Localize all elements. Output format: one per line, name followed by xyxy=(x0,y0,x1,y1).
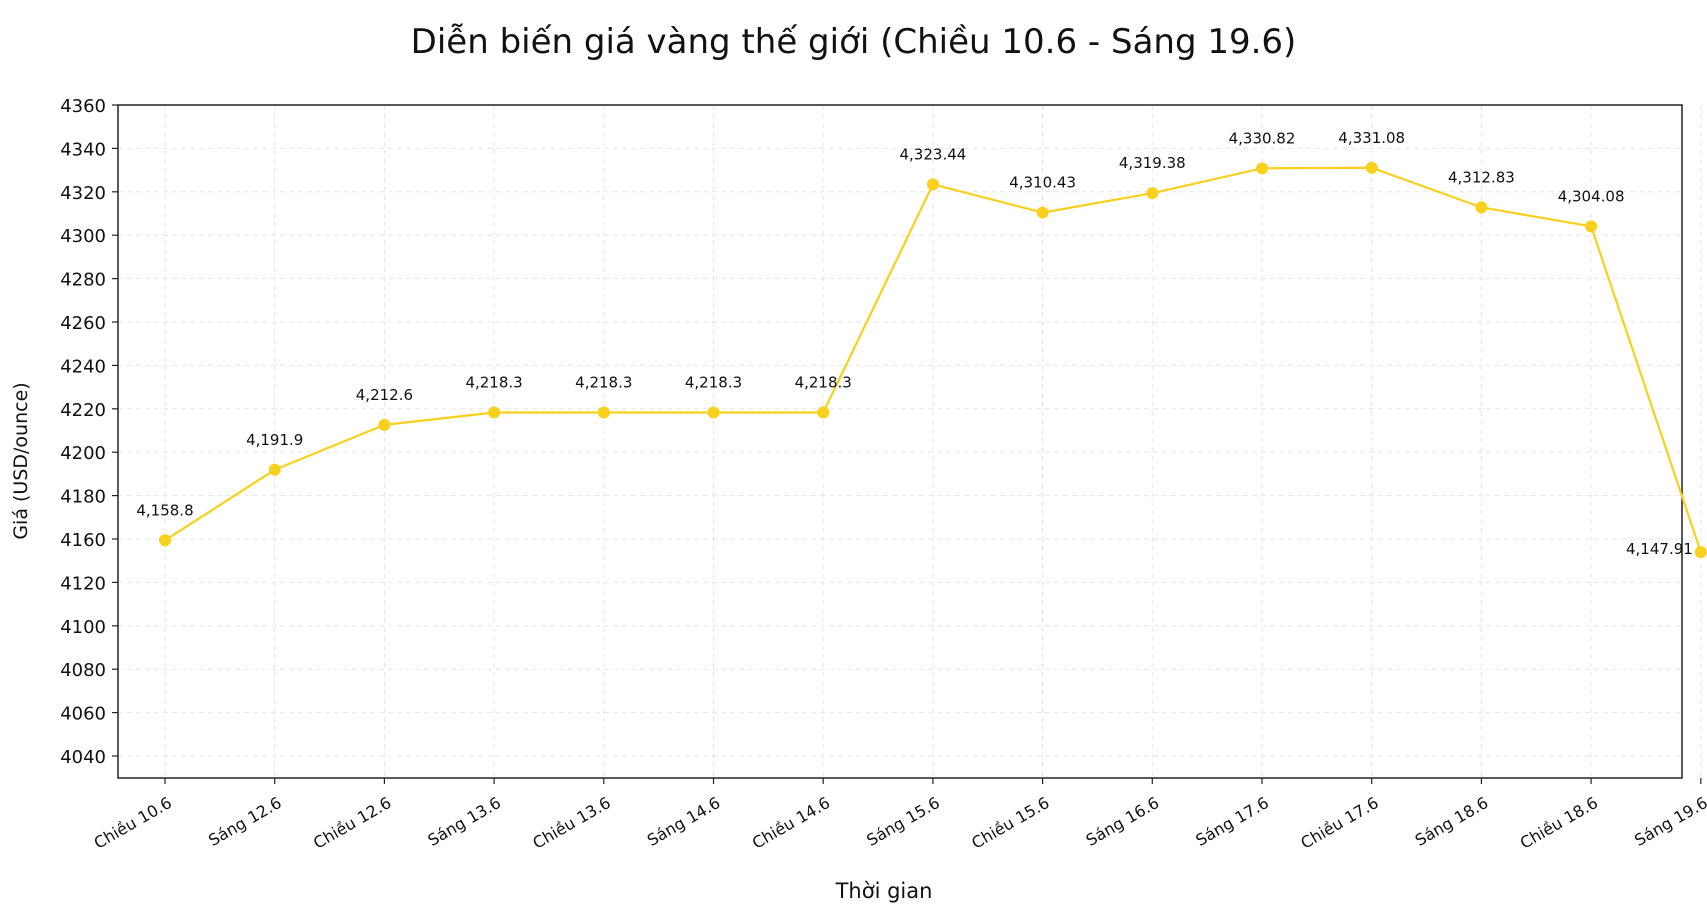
data-point xyxy=(1475,201,1488,214)
x-tick-label: Sáng 18.6 xyxy=(1412,793,1492,850)
x-tick-label: Sáng 12.6 xyxy=(205,793,285,850)
y-tick-label: 4260 xyxy=(60,313,106,334)
data-label: 4,218.3 xyxy=(465,373,522,391)
data-point xyxy=(1036,206,1049,219)
data-points xyxy=(159,161,1707,559)
data-point xyxy=(926,178,939,191)
x-tick-label: Chiều 17.6 xyxy=(1297,793,1381,853)
y-tick-label: 4340 xyxy=(60,139,106,160)
y-tick-label: 4360 xyxy=(60,96,106,117)
y-tick-label: 4180 xyxy=(60,487,106,508)
x-tick-label: Sáng 19.6 xyxy=(1631,793,1707,850)
data-label: 4,304.08 xyxy=(1558,187,1625,205)
data-point xyxy=(159,534,171,547)
data-point xyxy=(1585,220,1598,233)
data-point xyxy=(707,406,720,419)
data-label: 4,147.91 xyxy=(1626,540,1693,558)
x-axis-ticks: Chiều 10.6 Sáng 12.6 Chiều 12.6 Sáng 13.6 Ch… xyxy=(91,778,1707,853)
data-label: 4,330.82 xyxy=(1229,129,1296,147)
y-tick-label: 4120 xyxy=(60,573,106,594)
data-label: 4,310.43 xyxy=(1009,174,1076,192)
y-tick-label: 4280 xyxy=(60,270,106,291)
data-point xyxy=(378,418,391,431)
x-axis-title: Thời gian xyxy=(835,879,933,903)
y-tick-label: 4320 xyxy=(60,183,106,204)
data-point xyxy=(597,406,610,419)
data-labels: 4,158.8 4,191.9 4,212.6 4,218.3 4,218.3 4,218… xyxy=(136,129,1692,558)
data-point xyxy=(817,406,830,419)
y-tick-label: 4080 xyxy=(60,660,106,681)
y-tick-label: 4220 xyxy=(60,400,106,421)
x-tick-label: Chiều 15.6 xyxy=(968,793,1052,853)
x-tick-label: Sáng 17.6 xyxy=(1192,793,1272,850)
data-label: 4,158.8 xyxy=(136,501,193,519)
data-point xyxy=(1256,162,1268,175)
data-label: 4,312.83 xyxy=(1448,168,1515,186)
grid-lines xyxy=(118,104,1702,778)
x-tick-label: Chiều 10.6 xyxy=(91,793,175,853)
x-tick-label: Chiều 14.6 xyxy=(749,793,833,853)
chart-title: Diễn biến giá vàng thế giới (Chiều 10.6 … xyxy=(410,22,1297,62)
x-tick-label: Sáng 14.6 xyxy=(644,793,724,850)
x-tick-label: Sáng 15.6 xyxy=(863,793,943,850)
plot-area-frame xyxy=(117,104,1683,779)
data-point xyxy=(1365,161,1378,174)
y-tick-label: 4240 xyxy=(60,356,106,377)
y-tick-label: 4160 xyxy=(60,530,106,551)
y-tick-label: 4060 xyxy=(60,704,106,725)
data-label: 4,323.44 xyxy=(900,145,967,163)
data-label: 4,218.3 xyxy=(685,373,742,391)
x-tick-label: Chiều 13.6 xyxy=(529,793,613,853)
data-point xyxy=(1694,546,1707,559)
x-tick-label: Sáng 16.6 xyxy=(1083,793,1163,850)
data-label: 4,218.3 xyxy=(795,373,852,391)
x-tick-label: Sáng 13.6 xyxy=(424,793,504,850)
y-tick-label: 4040 xyxy=(60,747,106,768)
y-tick-label: 4100 xyxy=(60,617,106,638)
data-label: 4,212.6 xyxy=(356,386,413,404)
y-axis-ticks: 4360 4340 4320 4300 4280 4260 4240 4220 4200 4180… xyxy=(60,96,118,768)
data-label: 4,319.38 xyxy=(1119,154,1186,172)
data-point xyxy=(268,463,281,476)
y-tick-label: 4300 xyxy=(60,226,106,247)
data-point xyxy=(488,406,501,419)
data-point xyxy=(1146,187,1159,200)
data-label: 4,218.3 xyxy=(575,373,632,391)
x-tick-label: Chiều 12.6 xyxy=(310,793,394,853)
x-tick-label: Chiều 18.6 xyxy=(1517,793,1601,853)
y-axis-title: Giá (USD/ounce) xyxy=(10,382,32,539)
y-tick-label: 4200 xyxy=(60,443,106,464)
data-label: 4,191.9 xyxy=(246,431,303,449)
data-label: 4,331.08 xyxy=(1338,129,1405,147)
